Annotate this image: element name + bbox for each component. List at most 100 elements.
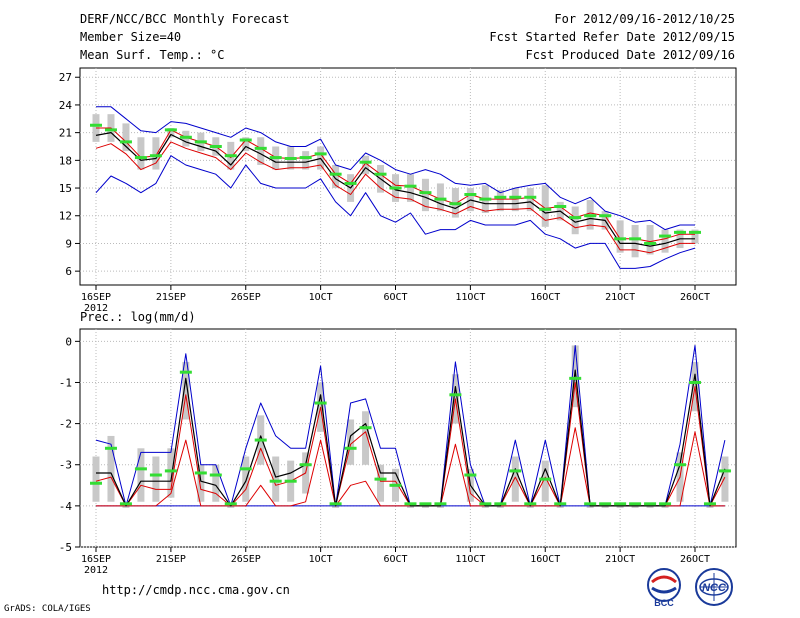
prec-median-marker-day-13 (269, 479, 282, 483)
ncc-logo: NCC (695, 568, 733, 606)
temp-median-marker-day-12 (254, 146, 267, 150)
prec-median-marker-day-26 (464, 473, 477, 477)
started-date-label: Fcst Started Refer Date 2012/09/15 (489, 30, 735, 44)
temperature-panel-title: Mean Surf. Temp.: °C (80, 48, 225, 62)
temp-median-marker-day-30 (524, 195, 537, 199)
temp-median-marker-day-36 (614, 237, 627, 241)
figure-title: DERF/NCC/BCC Monthly Forecast (80, 12, 290, 26)
prec-median-marker-day-5 (149, 473, 162, 477)
prec-box-day-20 (377, 464, 385, 502)
temp-box-day-37 (631, 224, 639, 258)
temp-xtick-label: 21OCT (605, 292, 635, 303)
prec-xtick-label: 26OCT (680, 554, 710, 565)
prec-xtick-label: 16OCT (530, 554, 560, 565)
prec-median-marker-day-19 (359, 426, 372, 430)
prec-median-marker-day-25 (449, 393, 462, 397)
prec-year-label: 2012 (84, 565, 108, 576)
prec-box-day-24 (436, 505, 444, 508)
temp-xtick-label: 26OCT (680, 292, 710, 303)
temp-median-marker-day-13 (269, 156, 282, 160)
prec-median-marker-day-38 (644, 502, 657, 506)
prec-median-marker-day-39 (659, 502, 672, 506)
produced-date-label: Fcst Produced Date 2012/09/16 (525, 48, 735, 62)
prec-median-marker-day-23 (419, 502, 432, 506)
prec-ytick-label: -2 (59, 418, 72, 431)
prec-median-marker-day-12 (254, 438, 267, 442)
prec-box-day-29 (511, 456, 519, 502)
temp-median-marker-day-24 (434, 197, 447, 201)
temp-median-marker-day-8 (194, 140, 207, 144)
prec-median-marker-day-22 (404, 502, 417, 506)
prec-box-day-39 (661, 505, 669, 508)
temp-box-day-17 (332, 164, 340, 189)
prec-xtick-label: 21SEP (156, 554, 186, 565)
temp-ytick-label: 27 (59, 71, 72, 84)
prec-median-marker-day-17 (329, 502, 342, 506)
prec-median-marker-day-30 (524, 502, 537, 506)
prec-median-marker-day-14 (284, 479, 297, 483)
temp-median-marker-day-16 (314, 152, 327, 156)
prec-median-marker-day-28 (494, 502, 507, 506)
temp-max-line (96, 106, 695, 231)
prec-median-marker-day-40 (674, 463, 687, 467)
prec-box-day-11 (242, 456, 250, 502)
prec-box-day-34 (586, 505, 594, 508)
source-url: http://cmdp.ncc.cma.gov.cn (102, 583, 290, 597)
temp-ytick-label: 18 (59, 154, 72, 167)
temp-box-day-36 (616, 220, 624, 253)
prec-median-marker-day-7 (179, 370, 192, 374)
temp-median-marker-day-37 (629, 237, 642, 241)
prec-box-day-10 (227, 505, 235, 508)
temp-median-marker-day-9 (209, 144, 222, 148)
prec-median-marker-day-8 (194, 471, 207, 475)
temp-plot-frame (79, 67, 737, 286)
prec-upper-spread-line (95, 382, 726, 507)
prec-box-day-5 (152, 456, 160, 502)
temp-median-marker-day-10 (224, 154, 237, 158)
prec-box-day-3 (122, 505, 130, 508)
prec-median-marker-day-24 (434, 502, 447, 506)
prec-box-day-1 (92, 456, 100, 502)
prec-box-day-42 (706, 505, 714, 508)
temp-median-marker-day-7 (179, 135, 192, 139)
temp-median-marker-day-18 (344, 181, 357, 185)
prec-xtick-label: 26SEP (231, 554, 261, 565)
prec-xtick-label: 6OCT (383, 554, 407, 565)
prec-median-marker-day-29 (509, 469, 522, 473)
prec-box-day-30 (526, 505, 534, 508)
temp-median-marker-day-34 (584, 214, 597, 218)
temp-box-day-6 (167, 128, 175, 138)
prec-ytick-label: -1 (59, 376, 72, 389)
prec-median-marker-day-16 (314, 401, 327, 405)
temp-ytick-label: 12 (59, 210, 72, 223)
prec-box-day-43 (721, 456, 729, 502)
prec-box-day-32 (556, 505, 564, 508)
temp-ytick-label: 9 (65, 237, 72, 250)
temp-min-line (95, 155, 696, 269)
temp-median-marker-day-39 (659, 234, 672, 238)
prec-median-marker-day-3 (119, 502, 132, 506)
prec-ytick-label: -4 (59, 500, 73, 513)
temp-box-day-39 (661, 229, 669, 253)
precipitation-panel-title: Prec.: log(mm/d) (80, 310, 196, 324)
prec-mean-line (96, 369, 726, 507)
prec-box-day-18 (347, 419, 355, 465)
temp-box-day-31 (541, 185, 549, 227)
temp-median-marker-day-35 (599, 214, 612, 218)
prec-median-marker-day-34 (584, 502, 597, 506)
prec-box-day-13 (272, 456, 280, 502)
prec-median-marker-day-43 (718, 469, 731, 473)
prec-box-day-4 (137, 448, 145, 502)
temp-box-day-3 (122, 123, 130, 152)
temp-xtick-label: 11OCT (455, 292, 485, 303)
prec-box-day-17 (332, 505, 340, 508)
prec-box-day-2 (107, 435, 115, 502)
prec-box-day-37 (631, 505, 639, 508)
prec-median-marker-day-10 (224, 502, 237, 506)
temp-median-marker-day-14 (284, 156, 297, 160)
temp-median-marker-day-40 (674, 230, 687, 234)
prec-median-marker-day-36 (614, 502, 627, 506)
member-size-label: Member Size=40 (80, 30, 182, 44)
bcc-logo-text: BCC (654, 598, 674, 608)
